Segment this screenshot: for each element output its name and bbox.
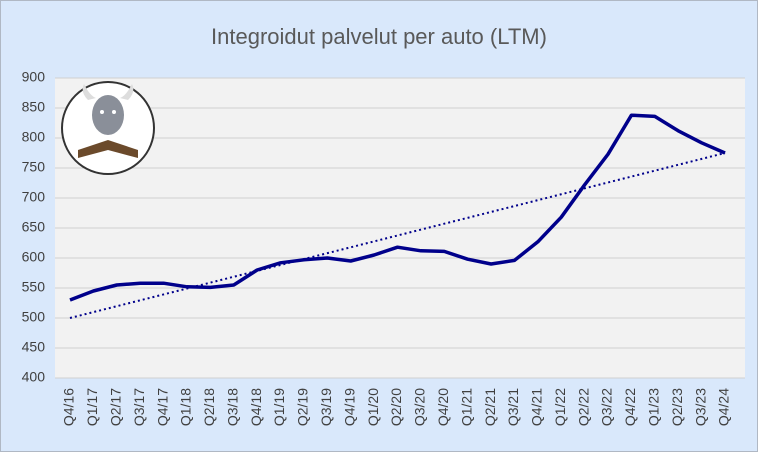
x-tick-label: Q4/22 [622,388,638,426]
y-tick-label: 650 [22,219,46,235]
x-tick-label: Q2/17 [107,388,123,426]
y-tick-label: 750 [22,159,46,175]
data-line [69,113,726,302]
x-tick-label: Q3/19 [318,388,334,426]
logo [61,81,155,175]
x-tick-label: Q1/17 [84,388,100,426]
x-tick-label: Q3/23 [692,388,708,426]
x-tick-label: Q1/19 [271,388,287,426]
y-tick-label: 400 [22,369,46,385]
x-tick-label: Q2/22 [575,388,591,426]
x-tick-label: Q4/20 [435,388,451,426]
x-tick-label: Q2/18 [201,388,217,426]
x-tick-label: Q1/18 [178,388,194,426]
x-tick-label: Q1/23 [646,388,662,426]
y-tick-label: 800 [22,129,46,145]
x-tick-label: Q3/20 [412,388,428,426]
y-tick-label: 450 [22,339,46,355]
x-tick-label: Q4/18 [248,388,264,426]
y-tick-label: 700 [22,189,46,205]
x-tick-label: Q4/16 [61,388,77,426]
x-tick-label: Q4/21 [529,388,545,426]
x-tick-label: Q2/21 [482,388,498,426]
x-tick-label: Q3/21 [505,388,521,426]
x-tick-label: Q4/17 [154,388,170,426]
x-tick-label: Q4/24 [716,388,732,426]
x-tick-label: Q4/19 [341,388,357,426]
y-tick-label: 550 [22,279,46,295]
x-tick-label: Q3/18 [224,388,240,426]
x-tick-label: Q2/20 [388,388,404,426]
x-tick-label: Q1/22 [552,388,568,426]
chart-title: Integroidut palvelut per auto (LTM) [211,24,547,49]
y-tick-label: 600 [22,249,46,265]
x-tick-label: Q3/17 [131,388,147,426]
x-tick-label: Q2/19 [295,388,311,426]
y-tick-label: 500 [22,309,46,325]
x-tick-label: Q1/20 [365,388,381,426]
x-tick-label: Q1/21 [458,388,474,426]
y-tick-label: 850 [22,99,46,115]
x-tick-label: Q2/23 [669,388,685,426]
y-tick-label: 900 [22,69,46,85]
x-tick-label: Q3/22 [599,388,615,426]
